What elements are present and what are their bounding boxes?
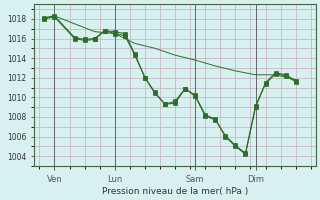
X-axis label: Pression niveau de la mer( hPa ): Pression niveau de la mer( hPa ) bbox=[102, 187, 248, 196]
